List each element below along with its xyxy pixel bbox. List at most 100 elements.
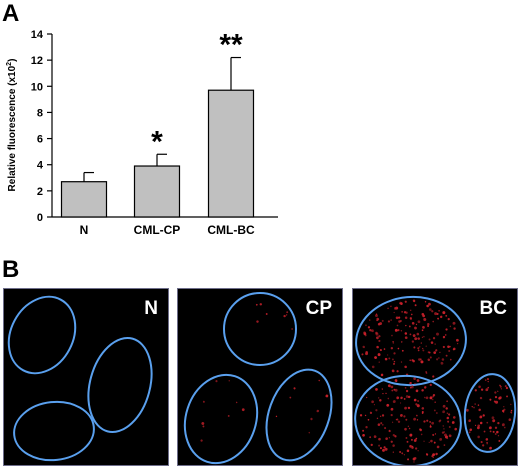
fluorescence-dot bbox=[384, 447, 388, 451]
fluorescence-dot bbox=[396, 396, 400, 400]
fluorescence-dot bbox=[422, 326, 425, 329]
fluorescence-dot bbox=[400, 329, 403, 332]
fluorescence-dot bbox=[376, 319, 378, 322]
fluorescence-dot bbox=[477, 435, 480, 439]
fluorescence-dot bbox=[425, 396, 429, 400]
fluorescence-dot bbox=[408, 427, 411, 430]
fluorescence-dot bbox=[484, 379, 487, 381]
fluorescence-dot bbox=[446, 416, 450, 420]
fluorescence-dot bbox=[497, 421, 500, 425]
fluorescence-dot bbox=[433, 441, 436, 444]
fluorescence-dot bbox=[413, 461, 415, 463]
fluorescence-dot bbox=[442, 311, 446, 315]
fluorescence-dot bbox=[500, 388, 503, 390]
fluorescence-dot bbox=[438, 357, 440, 359]
fluorescence-dot bbox=[382, 424, 384, 426]
fluorescence-dot bbox=[378, 437, 381, 441]
fluorescence-dot bbox=[413, 346, 416, 349]
nucleus-outline bbox=[354, 374, 462, 465]
fluorescence-dot bbox=[479, 415, 483, 419]
fluorescence-dot bbox=[235, 401, 238, 404]
y-tick-label: 2 bbox=[37, 186, 43, 198]
fluorescence-dot bbox=[474, 424, 477, 426]
fluorescence-dot bbox=[365, 352, 369, 356]
fluorescence-dot bbox=[429, 308, 432, 311]
fluorescence-dot bbox=[417, 400, 419, 402]
fluorescence-dot bbox=[433, 409, 436, 412]
fluorescence-dot bbox=[427, 358, 431, 361]
fluorescence-dot bbox=[407, 395, 411, 399]
fluorescence-dot bbox=[392, 451, 394, 453]
fluorescence-dot bbox=[202, 425, 205, 428]
y-tick-label: 14 bbox=[31, 29, 44, 41]
fluorescence-dot bbox=[411, 384, 413, 387]
fluorescence-dot bbox=[388, 429, 391, 433]
cell-outlines-n bbox=[7, 295, 153, 462]
fluorescence-dot bbox=[412, 359, 415, 363]
fluorescence-dot bbox=[442, 425, 444, 427]
fluorescence-dot bbox=[399, 451, 402, 453]
fluorescence-dot bbox=[436, 412, 438, 414]
fluorescence-dot bbox=[430, 439, 433, 443]
fluorescence-dot bbox=[445, 407, 448, 410]
fluorescence-dot bbox=[498, 396, 501, 400]
y-tick-label: 4 bbox=[37, 160, 44, 172]
fluorescence-dot bbox=[416, 414, 418, 417]
fluorescence-dot bbox=[407, 425, 410, 427]
fluorescence-dot bbox=[504, 385, 507, 387]
fluorescence-dot bbox=[405, 395, 409, 398]
fluorescence-dot bbox=[381, 388, 383, 390]
fluorescence-dot bbox=[362, 345, 365, 349]
fluorescence-dot bbox=[415, 323, 418, 326]
fluorescence-dot bbox=[445, 354, 448, 357]
fluorescence-dot bbox=[215, 380, 218, 383]
micrograph-bc: BC bbox=[352, 288, 518, 466]
fluorescence-dot bbox=[411, 340, 415, 343]
fluorescence-dot bbox=[409, 444, 412, 448]
fluorescence-dot bbox=[399, 402, 402, 404]
fluorescence-dot bbox=[366, 396, 368, 399]
fluorescence-dot bbox=[419, 358, 422, 361]
fluorescence-dot bbox=[431, 421, 434, 425]
cell bbox=[265, 368, 333, 462]
fluorescence-dot bbox=[392, 340, 394, 343]
x-tick-label: N bbox=[80, 223, 89, 237]
fluorescence-dot bbox=[432, 399, 434, 401]
fluorescence-dot bbox=[201, 422, 205, 425]
fluorescence-dot bbox=[379, 447, 383, 450]
fluorescence-dot bbox=[445, 314, 448, 317]
fluorescence-dot bbox=[387, 307, 389, 310]
y-tick-label: 12 bbox=[31, 55, 43, 67]
fluorescence-dot bbox=[388, 357, 391, 360]
fluorescence-dot bbox=[423, 335, 425, 338]
fluorescence-dot bbox=[367, 326, 371, 329]
fluorescence-dot bbox=[407, 406, 411, 410]
fluorescence-dot bbox=[414, 337, 418, 341]
fluorescence-dot bbox=[441, 431, 445, 434]
fluorescence-dot bbox=[479, 421, 483, 425]
fluorescence-dot bbox=[419, 428, 422, 431]
fluorescence-dot bbox=[435, 349, 438, 352]
fluorescence-dot bbox=[456, 342, 459, 345]
fluorescence-dot bbox=[392, 342, 394, 344]
fluorescence-dot bbox=[405, 437, 408, 439]
fluorescence-dot bbox=[489, 430, 492, 433]
fluorescence-dot bbox=[409, 433, 413, 437]
fluorescence-dot bbox=[413, 439, 417, 443]
fluorescence-dot bbox=[202, 400, 205, 403]
fluorescence-dot bbox=[432, 456, 434, 458]
fluorescence-dot bbox=[404, 336, 408, 340]
fluorescence-dot bbox=[446, 412, 449, 414]
fluorescence-dot bbox=[406, 373, 408, 376]
fluorescence-dot bbox=[411, 385, 414, 389]
fluorescence-dot bbox=[426, 419, 429, 422]
cell-outlines-cp bbox=[183, 292, 333, 465]
fluorescence-dot bbox=[390, 319, 392, 321]
fluorescence-dot bbox=[427, 323, 430, 326]
fluorescence-dot bbox=[439, 351, 441, 354]
fluorescence-dot bbox=[409, 359, 411, 362]
fluorescence-dot bbox=[443, 428, 445, 430]
fluorescence-dot bbox=[448, 350, 451, 352]
fluorescence-dot bbox=[316, 409, 320, 413]
fluorescence-dot bbox=[420, 433, 423, 436]
